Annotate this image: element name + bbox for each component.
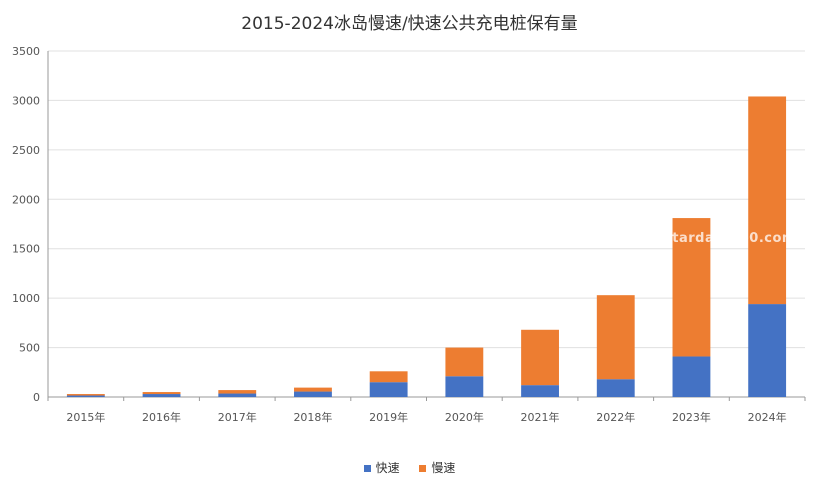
x-tick-label: 2023年	[672, 410, 711, 424]
y-tick-label: 1000	[12, 292, 40, 305]
x-tick-label: 2019年	[369, 410, 408, 424]
bar-fast	[66, 395, 105, 397]
bar-fast	[369, 382, 408, 397]
x-tick-label: 2024年	[748, 410, 787, 424]
bar-fast	[748, 304, 787, 397]
bar-fast	[672, 356, 711, 397]
bar-slow	[748, 96, 787, 305]
bar-fast	[596, 379, 635, 397]
x-tick-label: 2016年	[142, 410, 181, 424]
y-tick-label: 3000	[12, 94, 40, 107]
legend: 快速 慢速	[0, 459, 819, 476]
bar-slow	[672, 218, 711, 357]
x-tick-label: 2021年	[521, 410, 560, 424]
y-tick-label: 3500	[12, 45, 40, 58]
legend-item-slow[interactable]: 慢速	[419, 459, 455, 476]
bar-slow	[445, 347, 484, 377]
bar-slow	[294, 387, 332, 392]
bar-slow	[369, 371, 408, 383]
bar-slow	[218, 390, 257, 394]
bar-fast	[521, 385, 559, 397]
bar-slow	[596, 295, 635, 380]
x-tick-label: 2022年	[596, 410, 635, 424]
x-tick-label: 2015年	[66, 410, 105, 424]
bar-fast	[218, 393, 257, 397]
bar-fast	[142, 394, 181, 397]
y-tick-label: 2000	[12, 193, 40, 206]
bar-slow	[66, 394, 105, 396]
legend-swatch-slow	[419, 465, 427, 472]
y-tick-label: 500	[19, 342, 40, 355]
bar-slow	[142, 392, 181, 395]
legend-label-fast: 快速	[375, 461, 400, 475]
x-tick-label: 2018年	[293, 410, 332, 424]
x-tick-label: 2020年	[445, 410, 484, 424]
chart-title: 2015-2024冰岛慢速/快速公共充电桩保有量	[241, 14, 578, 34]
x-tick-label: 2017年	[218, 410, 257, 424]
y-tick-label: 1500	[12, 243, 40, 256]
legend-label-slow: 慢速	[431, 461, 456, 475]
legend-item-fast[interactable]: 快速	[363, 459, 400, 476]
bar-fast	[445, 376, 484, 397]
bar-slow	[521, 329, 559, 386]
watermark: stardata360.com	[664, 231, 796, 246]
legend-swatch-fast	[363, 465, 371, 472]
bar-fast	[294, 391, 332, 397]
y-tick-label: 0	[33, 391, 40, 404]
y-tick-label: 2500	[12, 144, 40, 157]
